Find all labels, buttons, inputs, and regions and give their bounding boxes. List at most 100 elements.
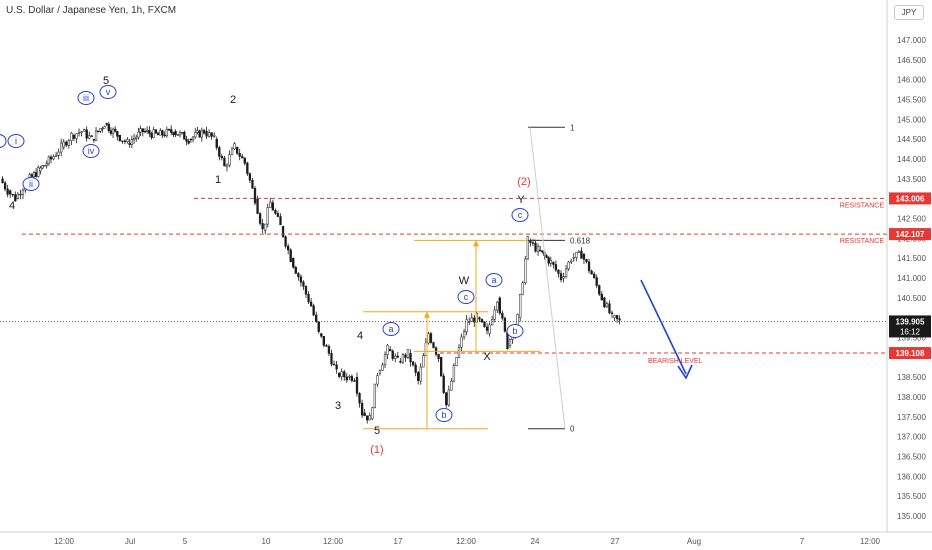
candle (269, 197, 272, 208)
candle-body (196, 130, 199, 133)
wave-label: W (459, 275, 470, 287)
candle-body (547, 257, 550, 264)
time-tick-label: 5 (183, 537, 188, 546)
candle (75, 133, 78, 144)
candle-body (225, 164, 229, 168)
candle-body (445, 392, 448, 406)
candle-body (552, 261, 555, 265)
candle-body (580, 250, 583, 259)
resistance-price-badge (889, 192, 931, 205)
candle (570, 258, 573, 265)
candle-body (348, 376, 351, 378)
candle (340, 368, 343, 381)
candle-body (236, 146, 239, 154)
candle (176, 134, 179, 136)
candle-body (585, 259, 588, 263)
candle-body (355, 376, 359, 394)
fib-retracement: 1 0.618 0 (528, 123, 591, 434)
wave-label-circled: ii (29, 179, 33, 189)
candle-body (174, 130, 177, 135)
candle (191, 135, 195, 143)
candle (187, 138, 190, 145)
candle-body (383, 354, 387, 366)
candle-body (570, 260, 573, 263)
candle-body (462, 331, 466, 338)
current-price-badge (889, 315, 931, 338)
candle (213, 132, 216, 139)
candle (447, 385, 450, 407)
candle-body (200, 130, 203, 138)
candle-body (468, 321, 471, 323)
candle-body (496, 301, 499, 311)
candle (307, 291, 310, 305)
candle-body (353, 380, 356, 382)
candle (228, 150, 231, 168)
candle-body (292, 257, 295, 268)
candle-body (401, 354, 405, 363)
candle-body (460, 336, 463, 348)
candle (432, 341, 435, 349)
candle-body (470, 317, 473, 322)
candle-body (146, 129, 149, 132)
wave-circle (435, 408, 453, 422)
candle-body (111, 128, 115, 134)
time-tick-label: Jul (125, 537, 135, 546)
candle (116, 130, 119, 141)
candle (378, 369, 382, 376)
candle-body (541, 250, 544, 253)
candle (34, 168, 38, 178)
candle-body (605, 303, 609, 308)
candle-body (618, 318, 621, 321)
currency-badge[interactable]: JPY (894, 5, 924, 20)
resistance-price-label: 142.107 (896, 230, 925, 239)
candle-body (340, 371, 343, 377)
candle (539, 245, 542, 252)
candle-body (62, 141, 65, 148)
candle-body (524, 258, 527, 284)
candle (183, 130, 186, 140)
candle (143, 128, 147, 134)
candle (593, 271, 596, 279)
bearish-level-label: BEARISH LEVEL (648, 358, 703, 365)
candle-body (266, 207, 269, 225)
wave-circle (485, 273, 503, 287)
candle (455, 357, 458, 367)
candle (77, 128, 81, 137)
candle-body (248, 173, 252, 181)
candle-body (49, 156, 53, 160)
candle-body (325, 345, 328, 347)
candle-body (9, 190, 12, 195)
candle-body (279, 216, 282, 226)
fib-trend-line (529, 127, 566, 429)
candle (246, 161, 249, 177)
price-tick-label: 144.500 (897, 135, 926, 144)
candle-body (399, 361, 402, 363)
candle (218, 145, 221, 161)
candle (57, 148, 60, 160)
wave-label: Y (517, 194, 525, 206)
candle-body (330, 353, 333, 365)
candle-body (121, 140, 124, 142)
candle (488, 322, 491, 337)
candle-body (294, 266, 297, 274)
candle (14, 191, 17, 202)
candle-body (14, 194, 17, 202)
candle (493, 306, 496, 323)
wave-label-circled: i (15, 136, 17, 146)
candle-body (139, 128, 142, 133)
candle-body (101, 128, 104, 130)
candle (529, 238, 532, 247)
candle-body (304, 286, 308, 295)
candle (343, 369, 346, 381)
candle (21, 187, 25, 200)
candle-body (429, 333, 433, 343)
candle (121, 140, 124, 144)
bearish-price-label: 139.108 (896, 349, 925, 358)
candle-body (572, 257, 575, 259)
candle (32, 170, 36, 179)
candle (101, 126, 104, 133)
candle-body (253, 188, 257, 204)
candle-body (309, 301, 313, 307)
price-tick-label: 146.000 (897, 76, 926, 85)
